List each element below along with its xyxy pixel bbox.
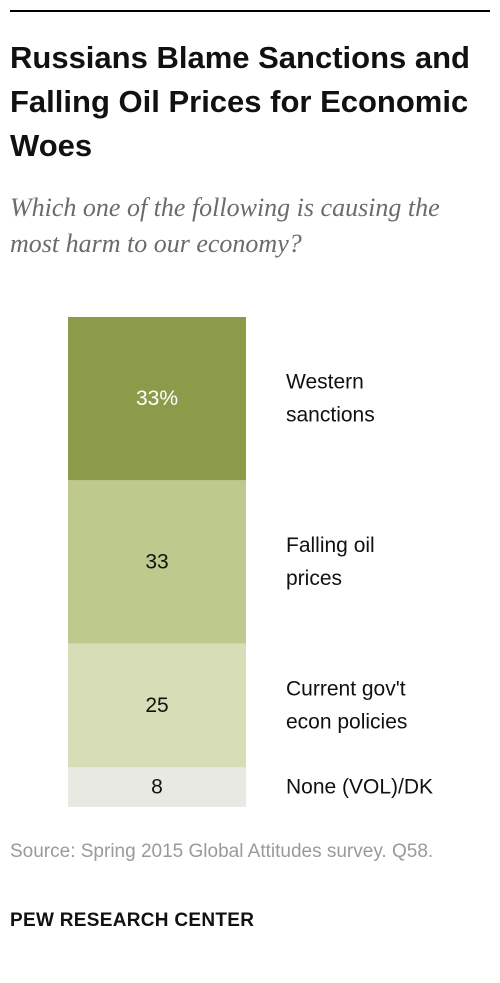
bar-segment-1 bbox=[68, 317, 246, 481]
category-label-1: Western sanctions bbox=[286, 371, 375, 427]
data-label-4: 8 bbox=[151, 776, 163, 799]
category-label-2: Falling oil prices bbox=[286, 534, 375, 590]
bar-segment-4 bbox=[68, 767, 246, 807]
top-rule bbox=[10, 10, 490, 12]
bar-segment-2 bbox=[68, 480, 246, 644]
data-label-2: 33 bbox=[145, 551, 168, 574]
data-label-3: 25 bbox=[145, 694, 168, 717]
category-label-4: None (VOL)/DK bbox=[286, 776, 433, 799]
chart-subtitle: Which one of the following is causing th… bbox=[10, 193, 440, 258]
category-label-3: Current gov't econ policies bbox=[286, 678, 407, 734]
data-label-1: 33% bbox=[136, 387, 178, 410]
chart-title: Russians Blame Sanctions and Falling Oil… bbox=[10, 40, 470, 163]
footer-credit: PEW RESEARCH CENTER bbox=[10, 910, 255, 931]
bar-segment-3 bbox=[68, 643, 246, 768]
source-note: Source: Spring 2015 Global Attitudes sur… bbox=[10, 841, 434, 862]
